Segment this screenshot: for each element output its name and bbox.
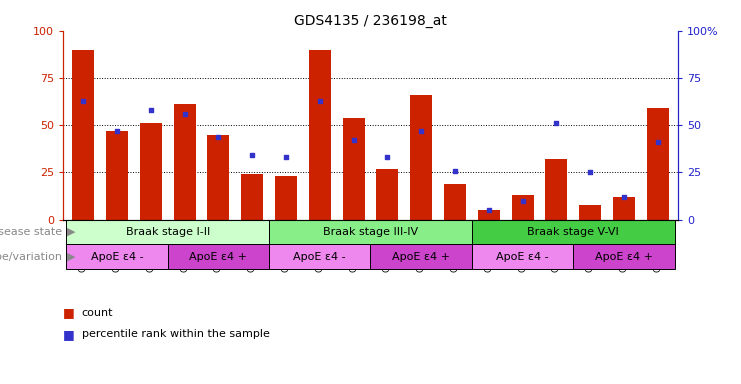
- Point: [348, 137, 359, 143]
- Text: ▶: ▶: [67, 227, 76, 237]
- Text: genotype/variation: genotype/variation: [0, 252, 62, 262]
- Bar: [67, 220, 269, 244]
- Bar: [140, 123, 162, 220]
- Bar: [106, 131, 128, 220]
- Text: ■: ■: [63, 328, 75, 341]
- Bar: [411, 95, 432, 220]
- Text: ApoE ε4 +: ApoE ε4 +: [595, 252, 653, 262]
- Text: ■: ■: [63, 306, 75, 319]
- Point: [314, 98, 326, 104]
- Point: [77, 98, 89, 104]
- Bar: [275, 176, 297, 220]
- Bar: [613, 197, 635, 220]
- Title: GDS4135 / 236198_at: GDS4135 / 236198_at: [294, 14, 447, 28]
- Bar: [167, 244, 269, 269]
- Bar: [574, 244, 674, 269]
- Point: [213, 134, 225, 140]
- Point: [111, 128, 123, 134]
- Bar: [309, 50, 330, 220]
- Bar: [242, 174, 263, 220]
- Point: [516, 198, 528, 204]
- Text: disease state: disease state: [0, 227, 62, 237]
- Text: percentile rank within the sample: percentile rank within the sample: [82, 329, 270, 339]
- Bar: [472, 244, 574, 269]
- Point: [551, 120, 562, 126]
- Point: [652, 139, 664, 145]
- Point: [618, 194, 630, 200]
- Bar: [73, 50, 94, 220]
- Bar: [579, 205, 601, 220]
- Text: ApoE ε4 -: ApoE ε4 -: [90, 252, 143, 262]
- Bar: [472, 220, 674, 244]
- Text: Braak stage III-IV: Braak stage III-IV: [323, 227, 418, 237]
- Point: [382, 154, 393, 161]
- Point: [415, 128, 427, 134]
- Bar: [173, 104, 196, 220]
- Point: [246, 152, 258, 159]
- Bar: [376, 169, 399, 220]
- Text: count: count: [82, 308, 113, 318]
- Bar: [342, 118, 365, 220]
- Bar: [545, 159, 568, 220]
- Point: [449, 167, 461, 174]
- Bar: [207, 135, 230, 220]
- Text: ApoE ε4 +: ApoE ε4 +: [190, 252, 247, 262]
- Point: [280, 154, 292, 161]
- Text: ApoE ε4 +: ApoE ε4 +: [392, 252, 451, 262]
- Point: [179, 111, 190, 117]
- Text: Braak stage I-II: Braak stage I-II: [126, 227, 210, 237]
- Bar: [269, 220, 472, 244]
- Bar: [511, 195, 534, 220]
- Text: ▶: ▶: [67, 252, 76, 262]
- Bar: [67, 244, 167, 269]
- Text: ApoE ε4 -: ApoE ε4 -: [293, 252, 346, 262]
- Bar: [269, 244, 370, 269]
- Bar: [370, 244, 472, 269]
- Bar: [647, 108, 668, 220]
- Point: [584, 169, 596, 175]
- Point: [145, 107, 157, 113]
- Text: ApoE ε4 -: ApoE ε4 -: [496, 252, 549, 262]
- Bar: [478, 210, 499, 220]
- Point: [483, 207, 495, 213]
- Bar: [444, 184, 466, 220]
- Text: Braak stage V-VI: Braak stage V-VI: [528, 227, 619, 237]
